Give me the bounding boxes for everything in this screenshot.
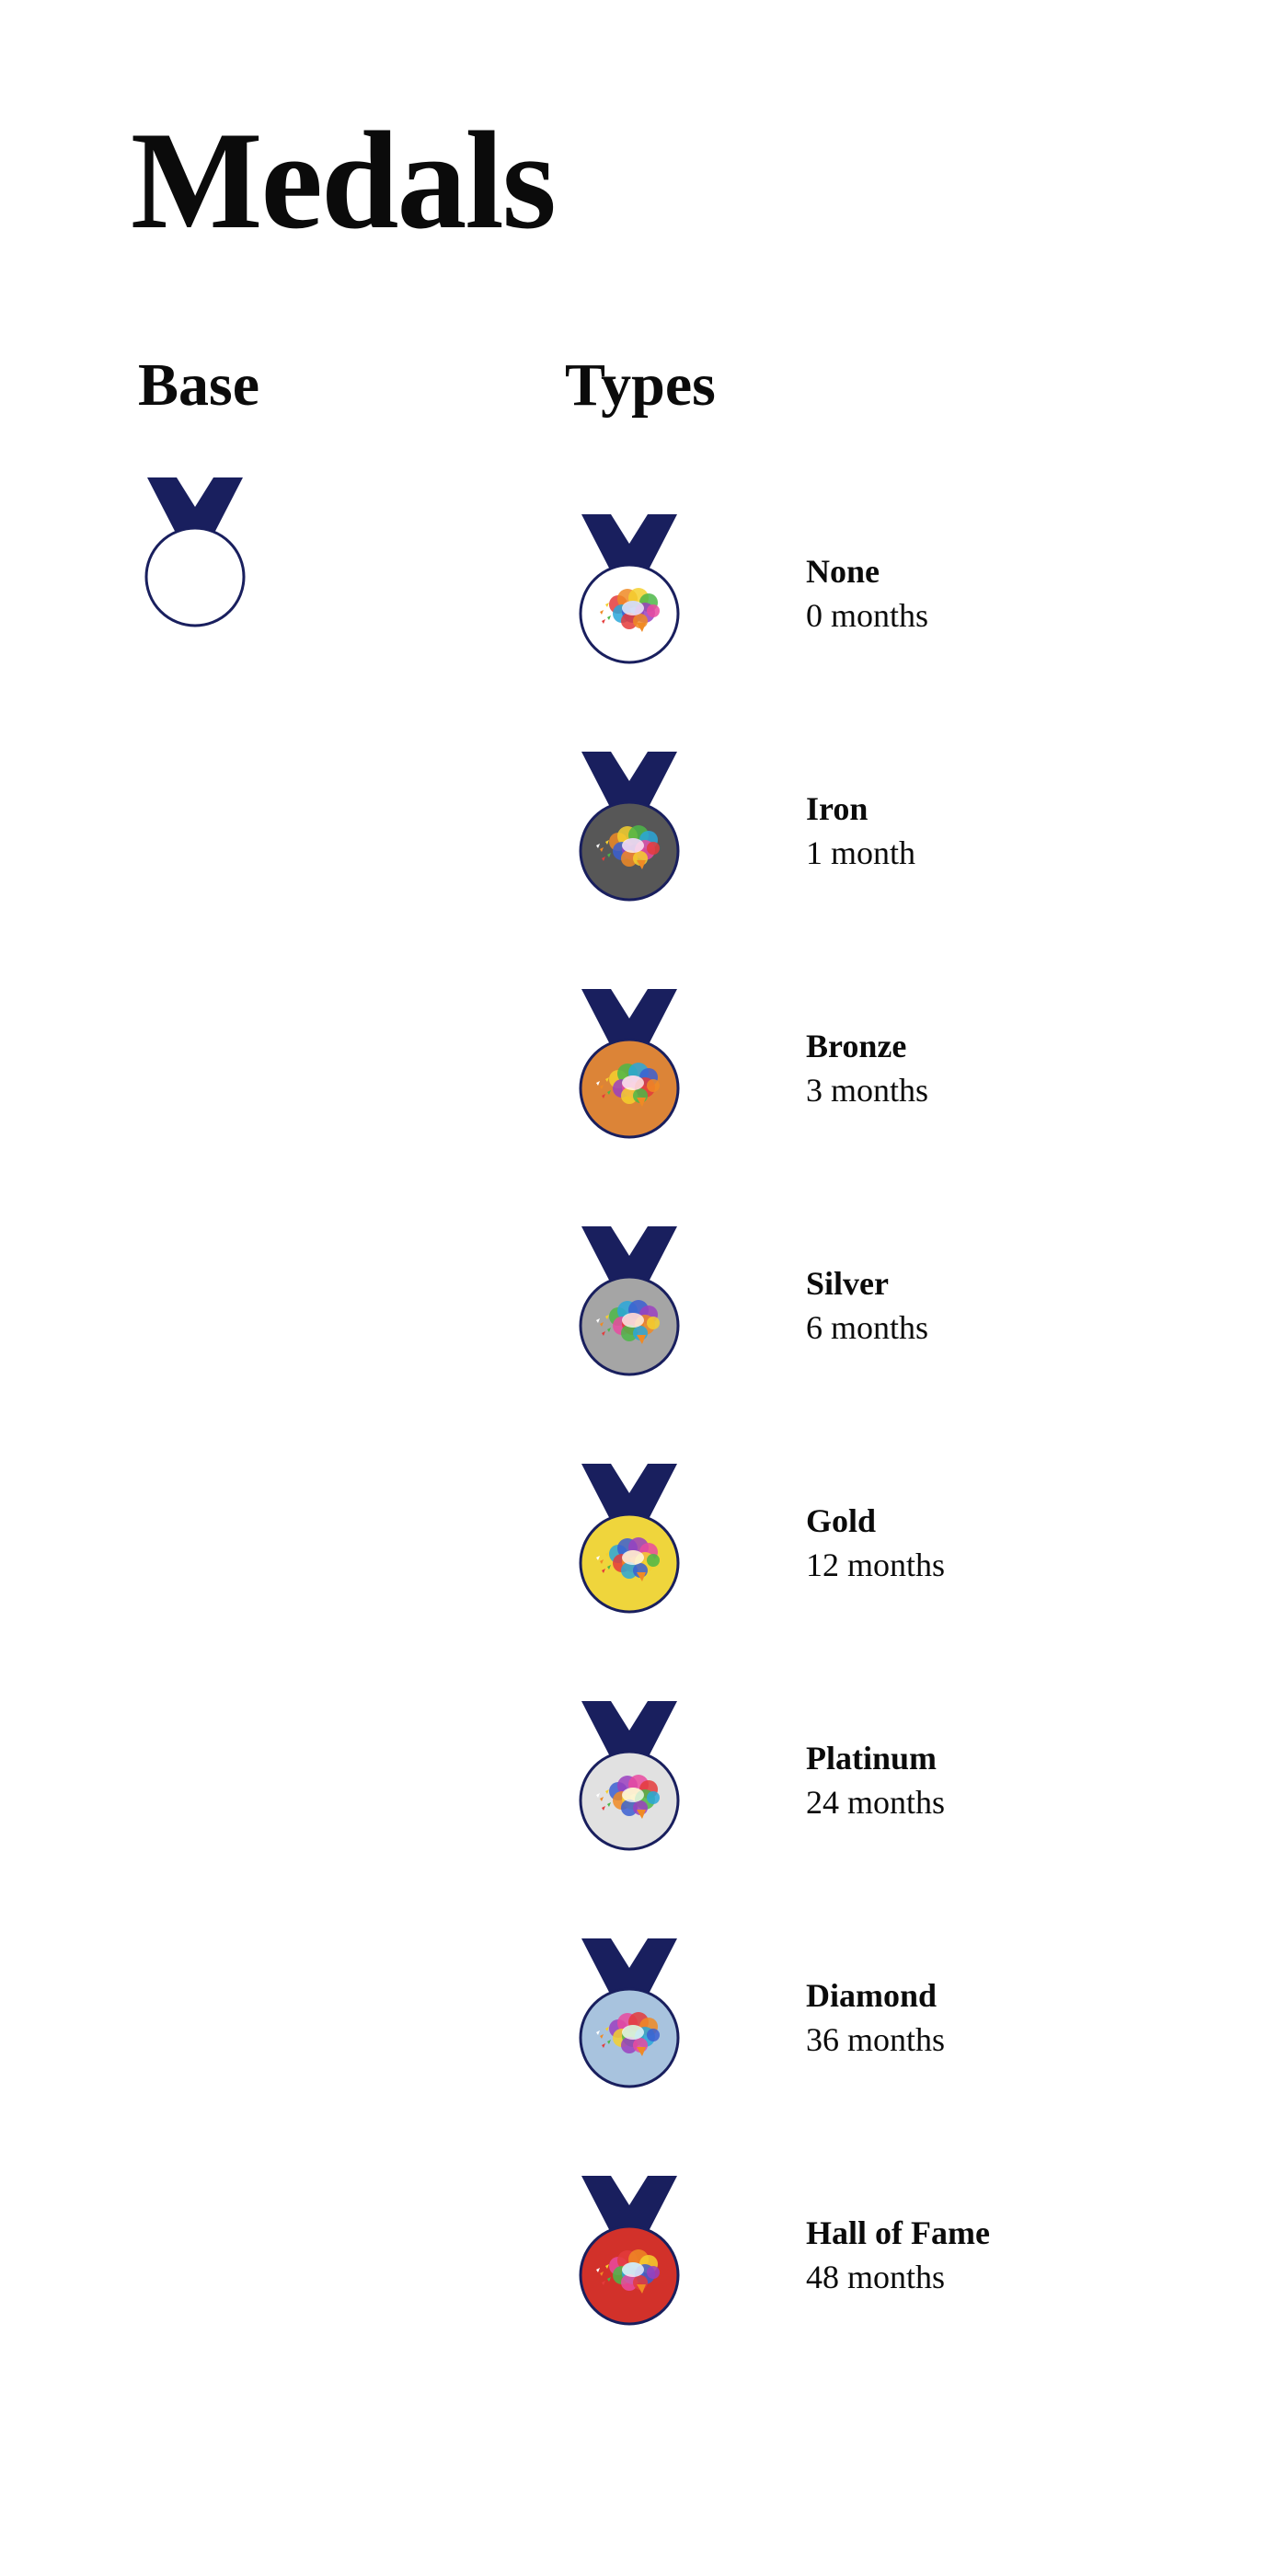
medal-type-name: Hall of Fame bbox=[806, 2214, 990, 2251]
medal-type-duration: 12 months bbox=[806, 1547, 946, 1583]
medal-gold-icon bbox=[577, 1460, 682, 1618]
ribbon-shape bbox=[581, 1226, 677, 1289]
ribbon-shape bbox=[581, 1938, 677, 2001]
medal-type-name: Silver bbox=[806, 1265, 889, 1302]
medal-type-duration: 0 months bbox=[806, 597, 929, 634]
ribbon-shape bbox=[581, 514, 677, 577]
ribbon-shape bbox=[581, 752, 677, 814]
medal-type-row: Bronze 3 months bbox=[0, 985, 1277, 1169]
medal-type-duration: 24 months bbox=[806, 1784, 946, 1821]
medal-type-name: Iron bbox=[806, 790, 869, 827]
brain-icon bbox=[596, 825, 660, 869]
medal-iron-icon bbox=[577, 748, 682, 906]
medal-hall-of-fame-icon bbox=[577, 2172, 682, 2330]
medal-bronze-icon bbox=[577, 985, 682, 1144]
medal-type-duration: 48 months bbox=[806, 2259, 946, 2295]
brain-icon bbox=[596, 1537, 660, 1581]
ribbon-shape bbox=[581, 2176, 677, 2238]
brain-icon bbox=[596, 1063, 660, 1107]
base-heading: Base bbox=[138, 351, 259, 419]
medal-platinum-icon bbox=[577, 1697, 682, 1856]
brain-icon bbox=[596, 2012, 660, 2056]
medal-type-name: Gold bbox=[806, 1502, 877, 1539]
medal-type-row: Diamond 36 months bbox=[0, 1935, 1277, 2119]
medal-type-row: Platinum 24 months bbox=[0, 1697, 1277, 1881]
medal-type-row: Silver 6 months bbox=[0, 1223, 1277, 1407]
medal-diamond-icon bbox=[577, 1935, 682, 2093]
brain-icon bbox=[596, 1300, 660, 1344]
medal-type-duration: 6 months bbox=[806, 1309, 929, 1346]
ribbon-shape bbox=[581, 1701, 677, 1764]
medal-type-duration: 1 month bbox=[806, 834, 916, 871]
ribbon-shape bbox=[581, 989, 677, 1052]
medal-type-name: Diamond bbox=[806, 1977, 938, 2014]
ribbon-shape bbox=[581, 1464, 677, 1526]
medal-type-duration: 3 months bbox=[806, 1072, 929, 1109]
medal-type-name: Platinum bbox=[806, 1740, 938, 1777]
medal-type-row: None 0 months bbox=[0, 511, 1277, 695]
medal-none-icon bbox=[577, 511, 682, 669]
medal-type-name: None bbox=[806, 553, 880, 590]
medal-type-name: Bronze bbox=[806, 1028, 907, 1064]
medal-type-row: Gold 12 months bbox=[0, 1460, 1277, 1644]
brain-icon bbox=[596, 1775, 660, 1819]
brain-icon bbox=[596, 2249, 660, 2294]
types-heading: Types bbox=[565, 351, 716, 419]
brain-icon bbox=[596, 588, 660, 632]
medal-type-row: Hall of Fame 48 months bbox=[0, 2172, 1277, 2356]
medal-silver-icon bbox=[577, 1223, 682, 1381]
medal-type-row: Iron 1 month bbox=[0, 748, 1277, 932]
medal-type-duration: 36 months bbox=[806, 2021, 946, 2058]
page-title: Medals bbox=[131, 103, 557, 258]
medal-base-icon bbox=[143, 474, 247, 632]
